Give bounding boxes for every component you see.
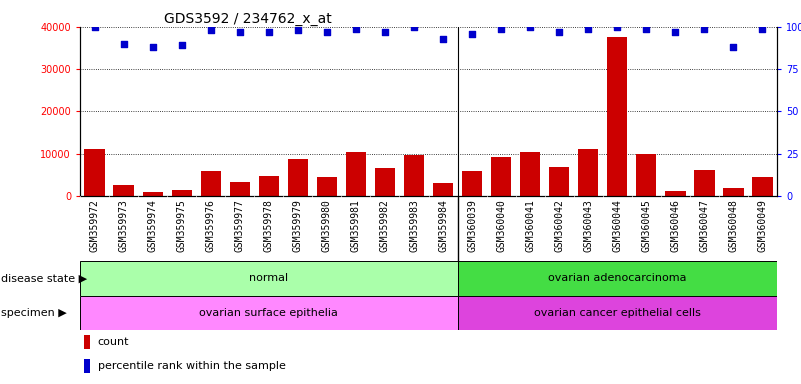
Text: GSM359976: GSM359976: [206, 199, 215, 252]
Text: disease state ▶: disease state ▶: [1, 273, 87, 283]
Point: [437, 36, 449, 42]
Text: count: count: [98, 337, 129, 347]
Point: [175, 42, 188, 48]
Text: GSM359980: GSM359980: [322, 199, 332, 252]
Text: GSM359983: GSM359983: [409, 199, 419, 252]
Text: GDS3592 / 234762_x_at: GDS3592 / 234762_x_at: [163, 12, 332, 26]
Bar: [375, 169, 395, 196]
Point: [117, 41, 130, 47]
Bar: [665, 191, 686, 196]
Bar: [457, 296, 777, 330]
Bar: [84, 149, 105, 196]
Text: GSM360044: GSM360044: [612, 199, 622, 252]
Text: specimen ▶: specimen ▶: [1, 308, 66, 318]
Text: GSM360041: GSM360041: [525, 199, 535, 252]
Text: GSM359972: GSM359972: [90, 199, 99, 252]
Point: [582, 25, 594, 31]
Bar: [404, 155, 425, 196]
Bar: [171, 190, 192, 196]
Text: GSM360046: GSM360046: [670, 199, 680, 252]
Bar: [607, 38, 627, 196]
Text: GSM359978: GSM359978: [264, 199, 274, 252]
Point: [292, 27, 304, 33]
Text: ovarian surface epithelia: ovarian surface epithelia: [199, 308, 338, 318]
Bar: [549, 167, 570, 196]
Bar: [433, 183, 453, 196]
Bar: [80, 296, 457, 330]
Bar: [346, 152, 366, 196]
Point: [727, 44, 740, 50]
Text: GSM360042: GSM360042: [554, 199, 564, 252]
Point: [88, 24, 101, 30]
Text: GSM359979: GSM359979: [293, 199, 303, 252]
Text: GSM359977: GSM359977: [235, 199, 245, 252]
Point: [408, 24, 421, 30]
Text: GSM360049: GSM360049: [758, 199, 767, 252]
Bar: [288, 159, 308, 196]
Text: GSM359982: GSM359982: [380, 199, 390, 252]
Bar: [752, 177, 773, 196]
Bar: [457, 261, 777, 296]
Point: [204, 27, 217, 33]
Bar: [114, 185, 134, 196]
Point: [640, 25, 653, 31]
Bar: [636, 154, 657, 196]
Bar: [83, 335, 90, 349]
Text: percentile rank within the sample: percentile rank within the sample: [98, 361, 285, 371]
Bar: [143, 192, 163, 196]
Bar: [694, 170, 714, 196]
Point: [320, 29, 333, 35]
Text: GSM359975: GSM359975: [177, 199, 187, 252]
Bar: [462, 171, 482, 196]
Point: [756, 25, 769, 31]
Text: ovarian adenocarcinoma: ovarian adenocarcinoma: [548, 273, 686, 283]
Point: [263, 29, 276, 35]
Text: GSM359973: GSM359973: [119, 199, 129, 252]
Text: GSM360043: GSM360043: [583, 199, 594, 252]
Point: [495, 25, 508, 31]
Point: [233, 29, 246, 35]
Bar: [316, 177, 337, 196]
Bar: [723, 188, 743, 196]
Bar: [520, 152, 541, 196]
Text: GSM359981: GSM359981: [351, 199, 361, 252]
Bar: [578, 149, 598, 196]
Text: GSM360045: GSM360045: [642, 199, 651, 252]
Point: [524, 24, 537, 30]
Text: GSM359974: GSM359974: [147, 199, 158, 252]
Point: [465, 31, 478, 37]
Bar: [259, 175, 279, 196]
Point: [147, 44, 159, 50]
Bar: [80, 261, 457, 296]
Text: GSM360039: GSM360039: [467, 199, 477, 252]
Point: [698, 25, 710, 31]
Point: [379, 29, 392, 35]
Bar: [230, 182, 250, 196]
Text: GSM359984: GSM359984: [438, 199, 448, 252]
Bar: [491, 157, 511, 196]
Bar: [83, 359, 90, 372]
Text: GSM360048: GSM360048: [728, 199, 739, 252]
Point: [553, 29, 566, 35]
Point: [611, 24, 624, 30]
Bar: [200, 171, 221, 196]
Text: normal: normal: [249, 273, 288, 283]
Text: ovarian cancer epithelial cells: ovarian cancer epithelial cells: [533, 308, 701, 318]
Point: [349, 25, 362, 31]
Text: GSM360047: GSM360047: [699, 199, 710, 252]
Point: [669, 29, 682, 35]
Text: GSM360040: GSM360040: [496, 199, 506, 252]
